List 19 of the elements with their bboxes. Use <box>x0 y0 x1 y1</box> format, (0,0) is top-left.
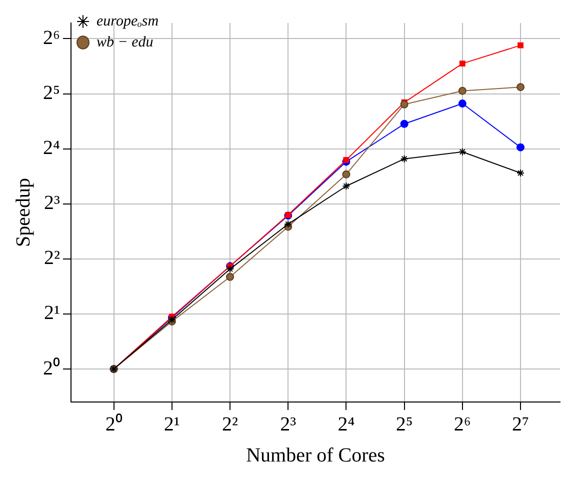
y-tick-label: 2¹ <box>44 302 60 324</box>
y-tick-label: 2⁶ <box>43 26 60 49</box>
x-tick-label: 2⁶ <box>454 413 471 436</box>
y-tick-label: 2⁴ <box>43 137 60 160</box>
x-tick-label: 2¹ <box>164 413 180 436</box>
y-tick-label: 2³ <box>44 192 60 214</box>
x-tick-label: 2⁷ <box>512 413 530 436</box>
x-tick-label: 2⁰ <box>105 412 122 436</box>
x-tick-label: 2³ <box>280 413 296 436</box>
x-axis-title: Number of Cores <box>246 444 386 466</box>
x-tick-label: 2⁴ <box>338 413 355 436</box>
x-tick-label: 2² <box>222 413 238 436</box>
x-tick-label: 2⁵ <box>396 413 413 436</box>
legend-label: europeₒsm <box>96 13 159 30</box>
y-tick-label: 2² <box>44 247 60 270</box>
y-tick-label: 2⁵ <box>43 82 60 104</box>
legend-label: wb − edu <box>96 34 154 50</box>
y-axis-title: Speedup <box>12 178 34 247</box>
y-tick-label: 2⁰ <box>43 356 60 380</box>
